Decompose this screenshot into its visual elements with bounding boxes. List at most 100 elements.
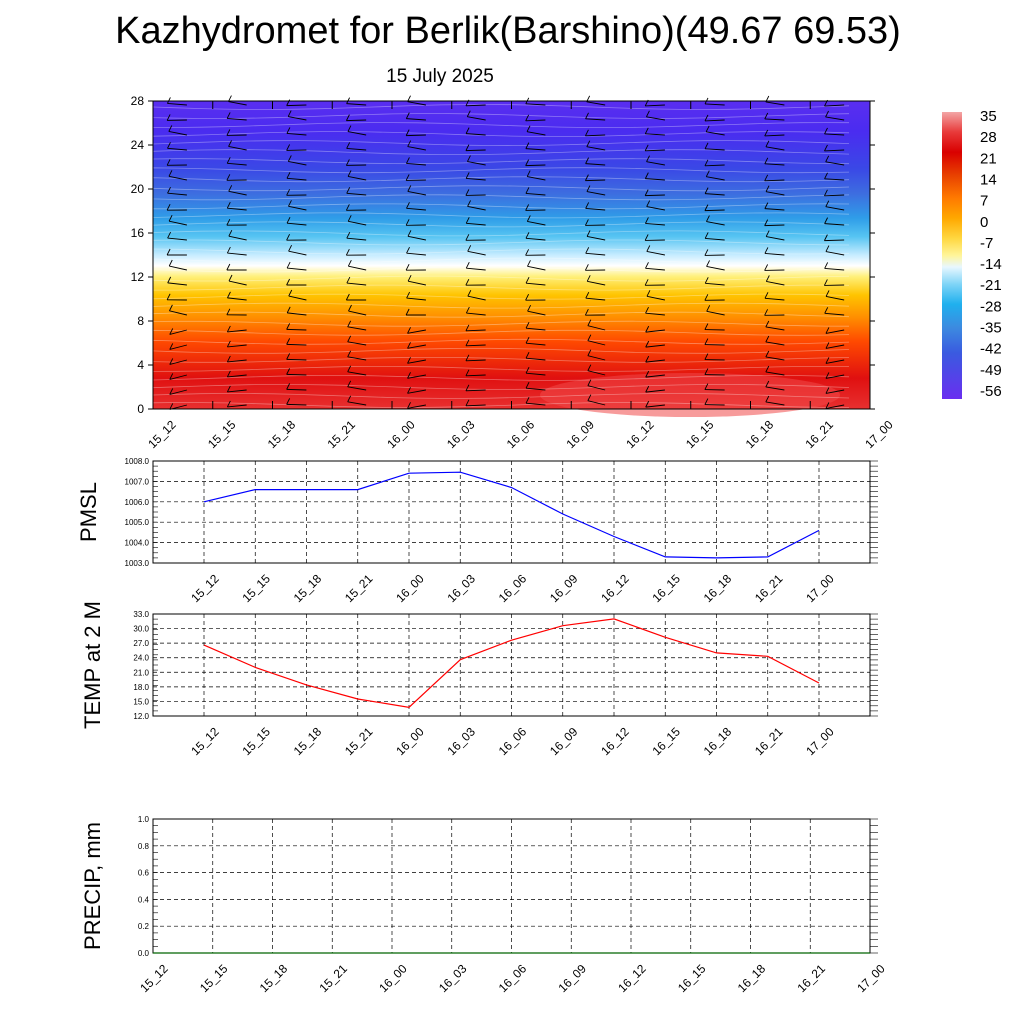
contour-line	[152, 212, 850, 219]
wind-barb	[704, 164, 725, 167]
wind-barb	[346, 282, 367, 286]
heatmap-field	[153, 101, 870, 409]
wind-barb-tick	[226, 157, 231, 164]
wind-barb-tick	[765, 230, 770, 237]
x-tick-label: 16_15	[683, 417, 717, 451]
wind-barb-tick	[169, 328, 174, 335]
wind-barb-tick	[166, 293, 171, 301]
wind-barb-tick	[765, 350, 770, 358]
wind-barb-tick	[525, 321, 530, 329]
x-tick-label: 16_03	[436, 961, 470, 995]
wind-barb-tick	[586, 140, 591, 147]
contour-line	[152, 167, 850, 174]
wind-barb-tick	[705, 125, 710, 133]
wind-barb	[287, 312, 307, 316]
wind-barb	[169, 359, 188, 365]
wind-barb	[525, 387, 546, 391]
x-tick-label: 15_18	[265, 417, 299, 451]
x-tick-label: 15_18	[257, 961, 291, 995]
wind-barb	[765, 371, 785, 376]
wind-barb	[645, 312, 665, 316]
wind-barb	[705, 193, 725, 196]
wind-barb	[227, 344, 247, 348]
x-tick-label: 16_00	[393, 724, 427, 758]
y-tick-label: 0.2	[138, 922, 150, 931]
contour-line	[152, 203, 850, 210]
x-tick-label: 15_15	[239, 724, 273, 758]
x-tick-label: 16_18	[701, 571, 735, 605]
y-tick-label: 12.0	[133, 712, 149, 721]
wind-barb-tick	[645, 340, 650, 348]
x-tick-label: 16_15	[649, 724, 683, 758]
wind-barb-tick	[525, 336, 530, 344]
wind-barb-tick	[286, 306, 291, 314]
wind-barb	[585, 297, 606, 301]
wind-barb-tick	[587, 379, 592, 386]
x-tick-label: 16_06	[496, 961, 530, 995]
contour-line	[152, 365, 850, 372]
wind-barb	[706, 176, 725, 181]
wind-barb-tick	[644, 172, 649, 179]
wind-barb-tick	[169, 373, 174, 380]
plot-pmsl: 1003.0 1004.0 1005.0 1006.0 1007.0 1008.0 15_1…	[76, 457, 878, 605]
wind-barb-tick	[584, 308, 589, 316]
x-tick-label: 16_00	[384, 417, 418, 451]
wind-barb-tick	[286, 261, 291, 269]
wind-barb	[765, 341, 785, 346]
wind-barb	[407, 344, 426, 349]
contour-line	[152, 122, 850, 129]
wind-barb-tick	[347, 320, 352, 328]
wind-barb	[407, 190, 426, 196]
wind-barb	[525, 342, 546, 346]
wind-barb	[169, 344, 188, 350]
wind-barb	[527, 176, 546, 181]
heatmap-frame	[152, 100, 871, 410]
y-tick-label: 0	[137, 402, 144, 416]
contour-line	[152, 329, 850, 336]
x-tick-label: 16_00	[376, 961, 410, 995]
wind-barb-tick	[226, 400, 231, 408]
wind-barb-tick	[347, 395, 352, 403]
wind-barb	[705, 282, 725, 286]
wind-barb	[288, 205, 307, 211]
wind-barb-tick	[704, 159, 709, 166]
wind-barb-tick	[706, 215, 710, 222]
wind-barb	[525, 164, 546, 167]
wind-barb	[227, 207, 247, 211]
line-plots: 1003.0 1004.0 1005.0 1006.0 1007.0 1008.0 15_1…	[76, 457, 888, 995]
wind-barb-tick	[765, 320, 770, 328]
wind-barb-tick	[526, 170, 531, 177]
colorbar-label: -49	[980, 362, 1002, 379]
wind-barb-tick	[168, 170, 173, 177]
wind-barb	[407, 374, 426, 379]
wind-barb	[228, 280, 247, 286]
colorbar-label: 35	[980, 108, 997, 125]
wind-barb-tick	[704, 368, 709, 375]
wind-barb-tick	[706, 305, 711, 312]
wind-barb-tick	[228, 274, 233, 282]
y-tick-label: 0.0	[138, 949, 150, 958]
x-tick-label: 16_21	[752, 571, 786, 605]
wind-barb	[286, 388, 307, 391]
colorbar-label: -35	[980, 320, 1002, 337]
x-tick-label: 17_00	[803, 724, 837, 758]
wind-barb	[646, 161, 665, 166]
contour-line	[152, 230, 850, 237]
wind-barb-tick	[345, 293, 350, 301]
contour-line	[152, 266, 850, 273]
wind-barb-tick	[466, 110, 471, 117]
x-tick-label: 17_00	[862, 417, 896, 451]
wind-barb	[525, 282, 546, 286]
wind-barb-tick	[228, 140, 232, 147]
wind-barb	[585, 252, 606, 256]
wind-barb	[227, 404, 247, 408]
wind-barb-tick	[465, 339, 470, 346]
wind-barb-tick	[704, 383, 709, 390]
wind-barb-tick	[467, 289, 472, 297]
wind-barb	[527, 265, 546, 271]
wind-barb	[825, 404, 845, 409]
wind-barb	[227, 162, 247, 166]
wind-barb	[527, 310, 546, 316]
wind-barb-tick	[345, 248, 350, 256]
